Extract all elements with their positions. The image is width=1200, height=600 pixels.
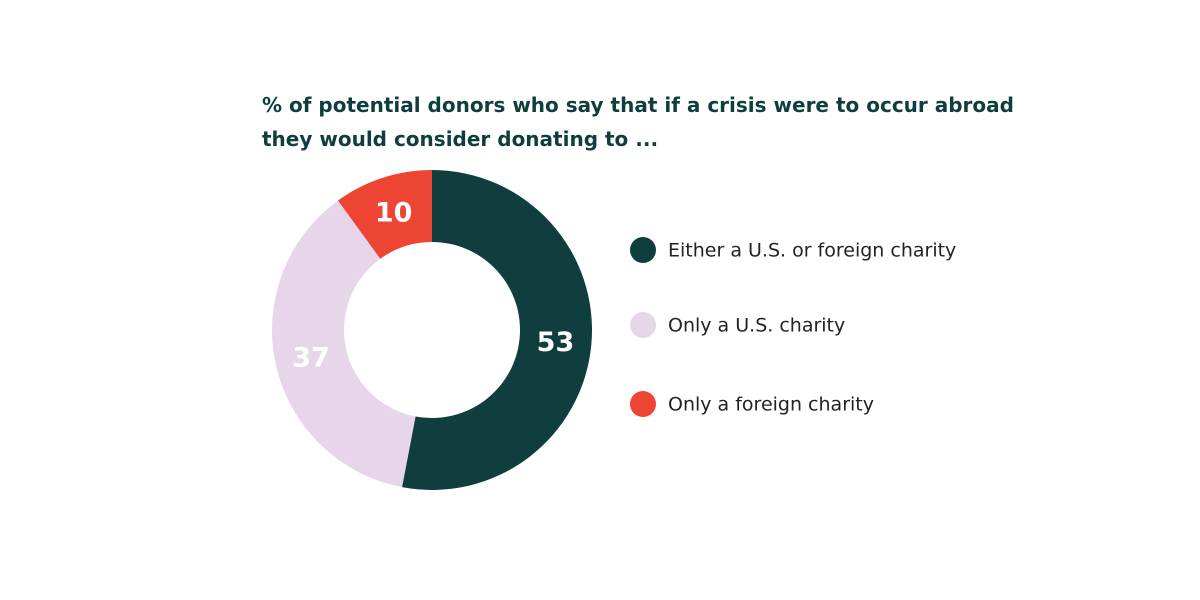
value-label: 53 — [537, 327, 575, 358]
legend-label: Only a U.S. charity — [668, 315, 845, 337]
legend-marker — [630, 237, 656, 263]
value-label: 10 — [375, 198, 413, 229]
legend-marker — [630, 391, 656, 417]
chart-title: % of potential donors who say that if a … — [262, 93, 1014, 151]
donut-slice — [272, 200, 416, 488]
legend-label: Either a U.S. or foreign charity — [668, 240, 956, 262]
legend-label: Only a foreign charity — [668, 394, 874, 416]
donut-slice — [337, 170, 432, 259]
value-label: 37 — [292, 343, 330, 374]
legend-marker — [630, 312, 656, 338]
donut-slice — [402, 170, 593, 490]
